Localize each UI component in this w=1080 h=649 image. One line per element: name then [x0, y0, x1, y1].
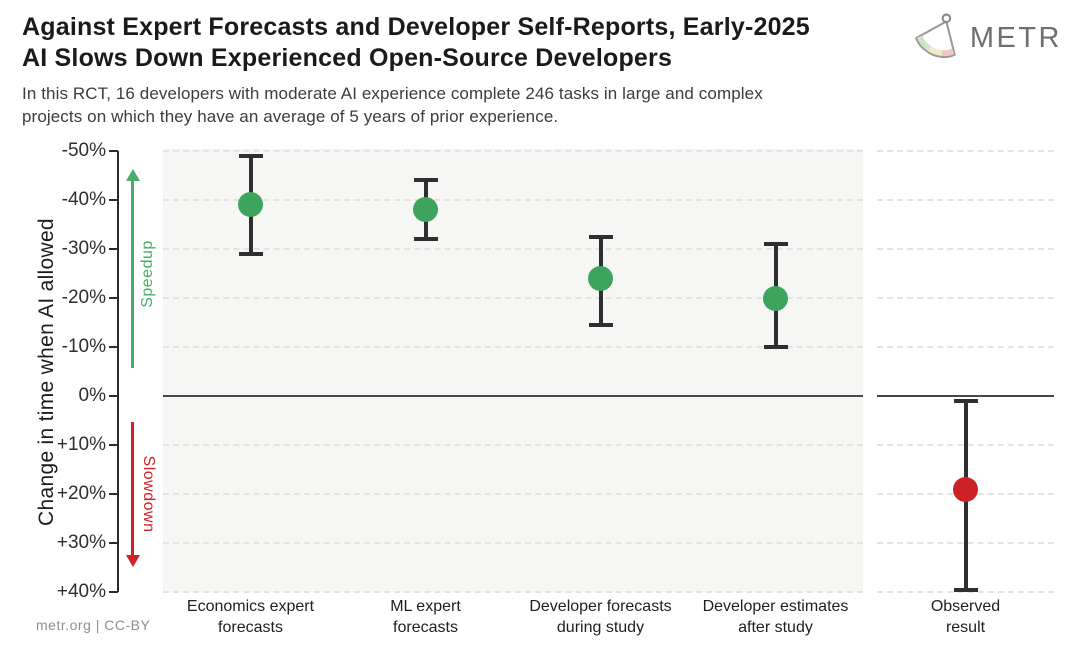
category-label: ML expert forecasts: [331, 596, 521, 638]
gridline: [877, 248, 1054, 250]
error-bar-cap-bottom: [238, 251, 263, 256]
y-tick-mark: [109, 591, 118, 593]
gridline: [163, 150, 863, 152]
error-bar-cap-top: [953, 398, 978, 403]
y-tick-mark: [109, 444, 118, 446]
gridline: [163, 199, 863, 201]
chart-subtitle: In this RCT, 16 developers with moderate…: [22, 82, 763, 128]
gridline: [877, 150, 1054, 152]
title-line-2: AI Slows Down Experienced Open-Source De…: [22, 44, 673, 72]
gridline: [877, 591, 1054, 593]
error-bar-cap-bottom: [588, 322, 613, 327]
category-label-line: Observed: [930, 598, 1001, 615]
subtitle-line-1: In this RCT, 16 developers with moderate…: [22, 84, 763, 103]
slowdown-label: Slowdown: [140, 455, 157, 533]
gridline: [877, 346, 1054, 348]
y-tick-mark: [109, 199, 118, 201]
plot-panel-forecasts: [163, 149, 863, 592]
data-point-dot: [588, 265, 613, 291]
category-label-line: Developer estimates: [702, 598, 849, 615]
y-tick-label: +40%: [56, 581, 106, 602]
y-tick-label: 0%: [78, 385, 106, 406]
category-label: Observed result: [871, 596, 1061, 638]
gridline: [163, 591, 863, 593]
metr-fan-icon: [912, 12, 962, 65]
data-point-dot: [763, 285, 788, 311]
y-tick-label: -50%: [61, 140, 106, 161]
metr-logo: METR: [912, 12, 1062, 65]
category-label-line: during study: [556, 619, 645, 636]
error-bar-cap-bottom: [763, 345, 788, 349]
error-bar-cap-top: [238, 153, 263, 158]
gridline: [163, 346, 863, 348]
gridline: [877, 199, 1054, 201]
error-bar-cap-top: [413, 178, 438, 183]
y-tick-mark: [109, 248, 118, 250]
category-label: Developer estimates after study: [681, 596, 871, 638]
error-bar-cap-bottom: [953, 587, 978, 592]
y-tick-label: +20%: [56, 483, 106, 504]
category-label: Economics expert forecasts: [156, 596, 346, 638]
data-point-dot: [238, 192, 263, 218]
category-label-line: forecasts: [393, 619, 458, 636]
subtitle-line-2: projects on which they have an average o…: [22, 107, 559, 126]
category-label-line: forecasts: [218, 619, 283, 636]
logo-wordmark: METR: [969, 22, 1062, 54]
y-tick-label: -40%: [61, 189, 106, 210]
error-bar-cap-top: [763, 242, 788, 247]
y-tick-label: +10%: [56, 434, 106, 455]
y-tick-label: -30%: [61, 238, 106, 259]
speedup-arrowhead-icon: [126, 169, 140, 181]
y-axis-spine: [117, 151, 119, 592]
category-label-line: Economics expert: [186, 598, 315, 615]
slowdown-arrow: [131, 422, 134, 556]
error-bar-cap-top: [588, 234, 613, 239]
y-tick-mark: [109, 150, 118, 152]
y-tick-mark: [109, 542, 118, 544]
zero-line: [877, 395, 1054, 397]
slowdown-arrowhead-icon: [126, 555, 140, 567]
error-bar-cap-bottom: [413, 237, 438, 242]
gridline: [163, 297, 863, 299]
y-tick-mark: [109, 493, 118, 495]
data-point-dot: [413, 197, 438, 223]
y-axis-title: Change in time when AI allowed: [35, 218, 58, 526]
gridline: [163, 542, 863, 544]
y-tick-label: +30%: [56, 532, 106, 553]
gridline: [163, 248, 863, 250]
category-label: Developer forecasts during study: [506, 596, 696, 638]
page-title: Against Expert Forecasts and Developer S…: [22, 12, 810, 74]
zero-line: [163, 395, 863, 397]
data-point-dot: [953, 476, 978, 502]
y-tick-mark: [109, 346, 118, 348]
y-tick-mark: [109, 297, 118, 299]
y-tick-mark: [109, 395, 118, 397]
category-label-line: after study: [738, 619, 813, 636]
title-line-1: Against Expert Forecasts and Developer S…: [22, 13, 810, 41]
category-label-line: ML expert: [390, 598, 461, 615]
gridline: [163, 444, 863, 446]
gridline: [877, 297, 1054, 299]
attribution-footer: metr.org | CC-BY: [36, 617, 151, 633]
gridline: [163, 493, 863, 495]
speedup-arrow: [131, 180, 134, 368]
category-label-line: Developer forecasts: [529, 598, 672, 615]
category-label-line: result: [945, 619, 986, 636]
y-tick-label: -10%: [61, 336, 106, 357]
y-tick-label: -20%: [61, 287, 106, 308]
speedup-label: Speedup: [139, 240, 156, 308]
